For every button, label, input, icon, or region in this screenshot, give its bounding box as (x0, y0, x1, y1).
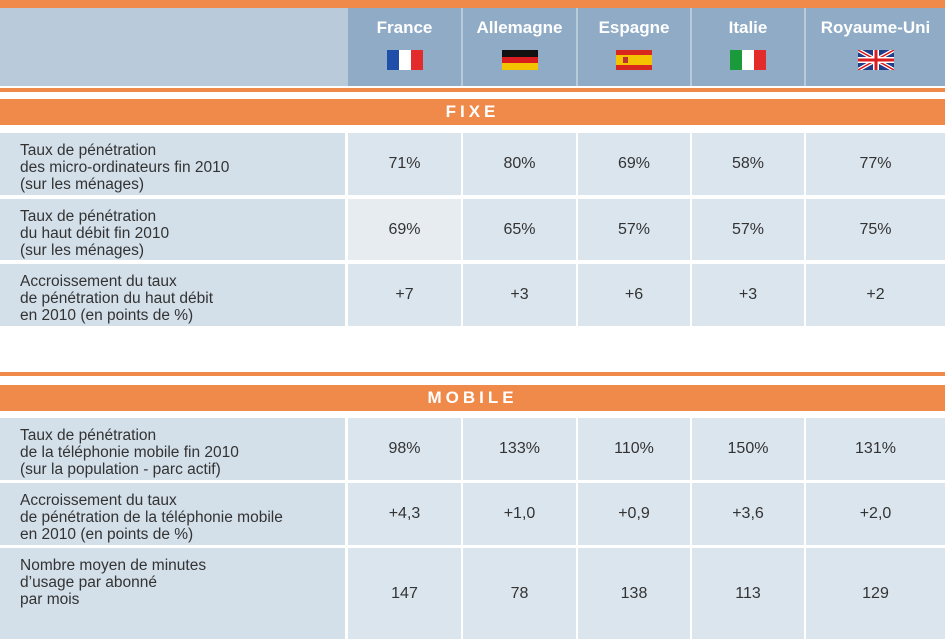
flag-icon (856, 48, 895, 72)
cell-value: 78 (463, 548, 576, 639)
cell-value: 138 (578, 548, 690, 639)
cell-value: 65% (463, 199, 576, 260)
cell-value: 77% (806, 133, 945, 195)
cell-value: 129 (806, 548, 945, 639)
label-line: (sur la population - parc actif) (20, 461, 221, 478)
cell-value: 133% (463, 418, 576, 480)
column-title: Royaume-Uni (820, 18, 931, 37)
column-header: Italie (692, 8, 804, 86)
cell-value: +3,6 (692, 483, 804, 545)
label-line: de pénétration de la téléphonie mobile (20, 509, 283, 526)
label-line: (sur les ménages) (20, 176, 145, 193)
label-line: Accroissement du taux (20, 492, 177, 509)
top-bar (0, 0, 945, 8)
section-title: MOBILE (0, 385, 945, 411)
column-header: Espagne (578, 8, 690, 86)
label-line: d’usage par abonné (20, 574, 158, 591)
cell-value: +2,0 (806, 483, 945, 545)
cell-value: +4,3 (348, 483, 461, 545)
cell-value: 71% (348, 133, 461, 195)
column-header: Allemagne (463, 8, 576, 86)
cell-value: +2 (806, 264, 945, 326)
label-line: en 2010 (en points de %) (20, 526, 194, 543)
row-label: Taux de pénétration du haut débit fin 201… (0, 199, 345, 260)
cell-value: 69% (348, 199, 461, 260)
cell-value: +7 (348, 264, 461, 326)
flag (578, 50, 690, 75)
section-line (0, 372, 945, 376)
column-title: Allemagne (476, 18, 563, 37)
flag (806, 48, 945, 75)
flag (692, 50, 804, 75)
label-line: de la téléphonie mobile fin 2010 (20, 444, 239, 461)
cell-value: 147 (348, 548, 461, 639)
cell-value: 110% (578, 418, 690, 480)
column-header: Royaume-Uni (806, 8, 945, 86)
label-line: en 2010 (en points de %) (20, 307, 194, 324)
label-line: par mois (20, 591, 80, 608)
column-title: Italie (728, 18, 768, 37)
row-label: Taux de pénétration des micro-ordinateurs… (0, 133, 345, 195)
cell-value: +6 (578, 264, 690, 326)
column-header: France (348, 8, 461, 86)
cell-value: 75% (806, 199, 945, 260)
cell-value: 57% (692, 199, 804, 260)
flag-icon (616, 50, 652, 70)
row-label: Accroissement du taux de pénétration du h… (0, 264, 345, 326)
label-line: Nombre moyen de minutes (20, 557, 207, 574)
label-line: du haut débit fin 2010 (20, 225, 170, 242)
cell-value: +0,9 (578, 483, 690, 545)
label-line: Taux de pénétration (20, 427, 157, 444)
cell-value: 69% (578, 133, 690, 195)
label-line: de pénétration du haut débit (20, 290, 214, 307)
cell-value: 131% (806, 418, 945, 480)
cell-value: +3 (463, 264, 576, 326)
flag (463, 50, 576, 75)
cell-value: 98% (348, 418, 461, 480)
label-line: Accroissement du taux (20, 273, 177, 290)
flag-icon (386, 50, 423, 70)
cell-value: +1,0 (463, 483, 576, 545)
row-label: Nombre moyen de minutes d’usage par abonn… (0, 548, 345, 639)
row-label: Accroissement du taux de pénétration de l… (0, 483, 345, 545)
column-title: France (376, 18, 433, 37)
section-line (0, 88, 945, 92)
flag-icon (730, 50, 766, 70)
cell-value: +3 (692, 264, 804, 326)
cell-value: 80% (463, 133, 576, 195)
cell-value: 113 (692, 548, 804, 639)
label-line: des micro-ordinateurs fin 2010 (20, 159, 230, 176)
cell-value: 58% (692, 133, 804, 195)
cell-value: 150% (692, 418, 804, 480)
cell-value: 57% (578, 199, 690, 260)
section-title: FIXE (0, 99, 945, 125)
label-line: (sur les ménages) (20, 242, 145, 259)
row-label: Taux de pénétration de la téléphonie mobi… (0, 418, 345, 480)
flag (348, 50, 461, 75)
label-line: Taux de pénétration (20, 142, 157, 159)
flag-icon (501, 50, 538, 70)
column-title: Espagne (598, 18, 670, 37)
label-line: Taux de pénétration (20, 208, 157, 225)
